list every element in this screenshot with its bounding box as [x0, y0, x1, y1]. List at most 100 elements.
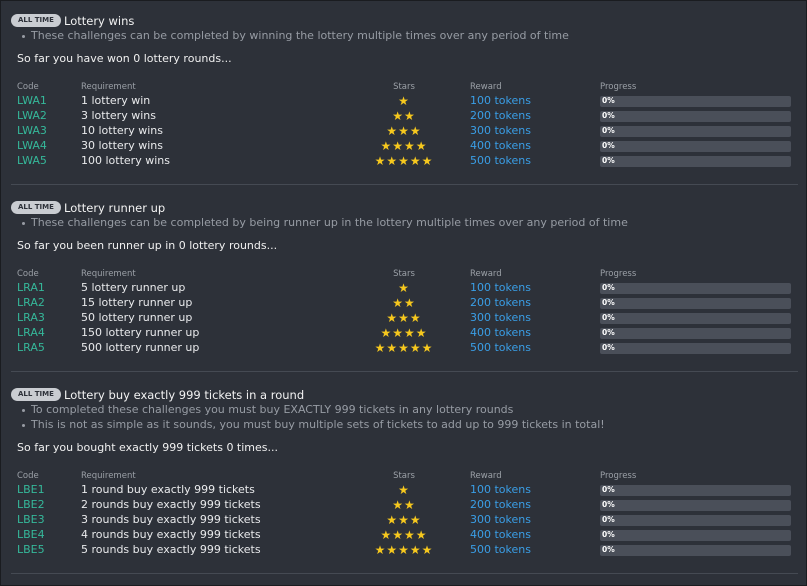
bullet-text: To completed these challenges you must b…: [31, 403, 514, 416]
stars: ★★★: [364, 124, 444, 138]
bullet-text: These challenges can be completed by bei…: [31, 216, 628, 229]
progress-label: 0%: [602, 141, 615, 150]
star: ★: [404, 528, 416, 542]
progress-label: 0%: [602, 156, 615, 165]
bullet-dot: [22, 424, 25, 427]
star: ★: [374, 341, 387, 355]
summary: So far you have won 0 lottery rounds...: [17, 52, 232, 65]
column-header: Requirement: [81, 471, 136, 481]
reward[interactable]: 400 tokens: [470, 139, 531, 152]
badge: ALL TIME: [11, 14, 61, 27]
requirement: 2 rounds buy exactly 999 tickets: [81, 498, 261, 511]
reward[interactable]: 300 tokens: [470, 124, 531, 137]
column-header: Progress: [600, 471, 637, 481]
column-header: Code: [17, 269, 39, 279]
stars: ★★★★★: [364, 341, 444, 355]
reward[interactable]: 100 tokens: [470, 94, 531, 107]
star: ★: [380, 326, 393, 340]
reward[interactable]: 300 tokens: [470, 513, 531, 526]
star: ★: [398, 124, 410, 138]
progress-bar: [600, 515, 791, 526]
reward[interactable]: 500 tokens: [470, 543, 531, 556]
star: ★: [392, 109, 404, 123]
reward[interactable]: 500 tokens: [470, 341, 531, 354]
progress-label: 0%: [602, 515, 615, 524]
badge: ALL TIME: [11, 201, 61, 214]
progress-bar: [600, 500, 791, 511]
star: ★: [392, 326, 404, 340]
progress-bar: [600, 111, 791, 122]
star: ★: [409, 341, 422, 355]
code: LRA3: [17, 311, 45, 324]
requirement: 50 lottery runner up: [81, 311, 193, 324]
separator: [11, 573, 798, 574]
requirement: 5 rounds buy exactly 999 tickets: [81, 543, 261, 556]
star: ★: [404, 109, 416, 123]
column-header: Stars: [393, 471, 415, 481]
requirement: 5 lottery runner up: [81, 281, 186, 294]
stars: ★★★: [364, 513, 444, 527]
bullet-dot: [22, 409, 25, 412]
progress-label: 0%: [602, 298, 615, 307]
requirement: 1 round buy exactly 999 tickets: [81, 483, 255, 496]
reward[interactable]: 200 tokens: [470, 498, 531, 511]
star: ★: [386, 341, 399, 355]
star: ★: [421, 341, 434, 355]
stars: ★★: [364, 296, 444, 310]
reward[interactable]: 200 tokens: [470, 109, 531, 122]
progress-label: 0%: [602, 111, 615, 120]
progress-bar: [600, 545, 791, 556]
code: LWA4: [17, 139, 47, 152]
column-header: Reward: [470, 82, 502, 92]
stars: ★★★★: [364, 326, 444, 340]
stars: ★: [364, 94, 444, 108]
summary: So far you bought exactly 999 tickets 0 …: [17, 441, 279, 454]
star: ★: [404, 139, 416, 153]
star: ★: [392, 528, 404, 542]
requirement: 150 lottery runner up: [81, 326, 200, 339]
requirement: 10 lottery wins: [81, 124, 163, 137]
progress-bar: [600, 126, 791, 137]
progress-bar: [600, 141, 791, 152]
star: ★: [409, 124, 422, 138]
stars: ★★★★: [364, 528, 444, 542]
progress-bar: [600, 96, 791, 107]
star: ★: [386, 311, 399, 325]
star: ★: [392, 139, 404, 153]
reward[interactable]: 400 tokens: [470, 528, 531, 541]
star: ★: [404, 326, 416, 340]
code: LWA3: [17, 124, 47, 137]
requirement: 30 lottery wins: [81, 139, 163, 152]
progress-bar: [600, 156, 791, 167]
reward[interactable]: 200 tokens: [470, 296, 531, 309]
progress-bar: [600, 328, 791, 339]
column-header: Code: [17, 471, 39, 481]
reward[interactable]: 500 tokens: [470, 154, 531, 167]
star: ★: [421, 154, 434, 168]
progress-label: 0%: [602, 485, 615, 494]
separator: [11, 371, 798, 372]
bullet-dot: [22, 35, 25, 38]
requirement: 500 lottery runner up: [81, 341, 200, 354]
stars: ★★: [364, 109, 444, 123]
code: LRA5: [17, 341, 45, 354]
stars: ★: [364, 281, 444, 295]
reward[interactable]: 100 tokens: [470, 281, 531, 294]
reward[interactable]: 100 tokens: [470, 483, 531, 496]
progress-label: 0%: [602, 126, 615, 135]
star: ★: [409, 543, 422, 557]
badge: ALL TIME: [11, 388, 61, 401]
bullet-text: These challenges can be completed by win…: [31, 29, 569, 42]
reward[interactable]: 300 tokens: [470, 311, 531, 324]
stars: ★★★★★: [364, 543, 444, 557]
code: LBE5: [17, 543, 45, 556]
column-header: Stars: [393, 82, 415, 92]
star: ★: [409, 154, 422, 168]
section-title: Lottery buy exactly 999 tickets in a rou…: [64, 388, 305, 402]
code: LWA5: [17, 154, 47, 167]
column-header: Reward: [470, 471, 502, 481]
stars: ★: [364, 483, 444, 497]
reward[interactable]: 400 tokens: [470, 326, 531, 339]
star: ★: [398, 483, 410, 497]
